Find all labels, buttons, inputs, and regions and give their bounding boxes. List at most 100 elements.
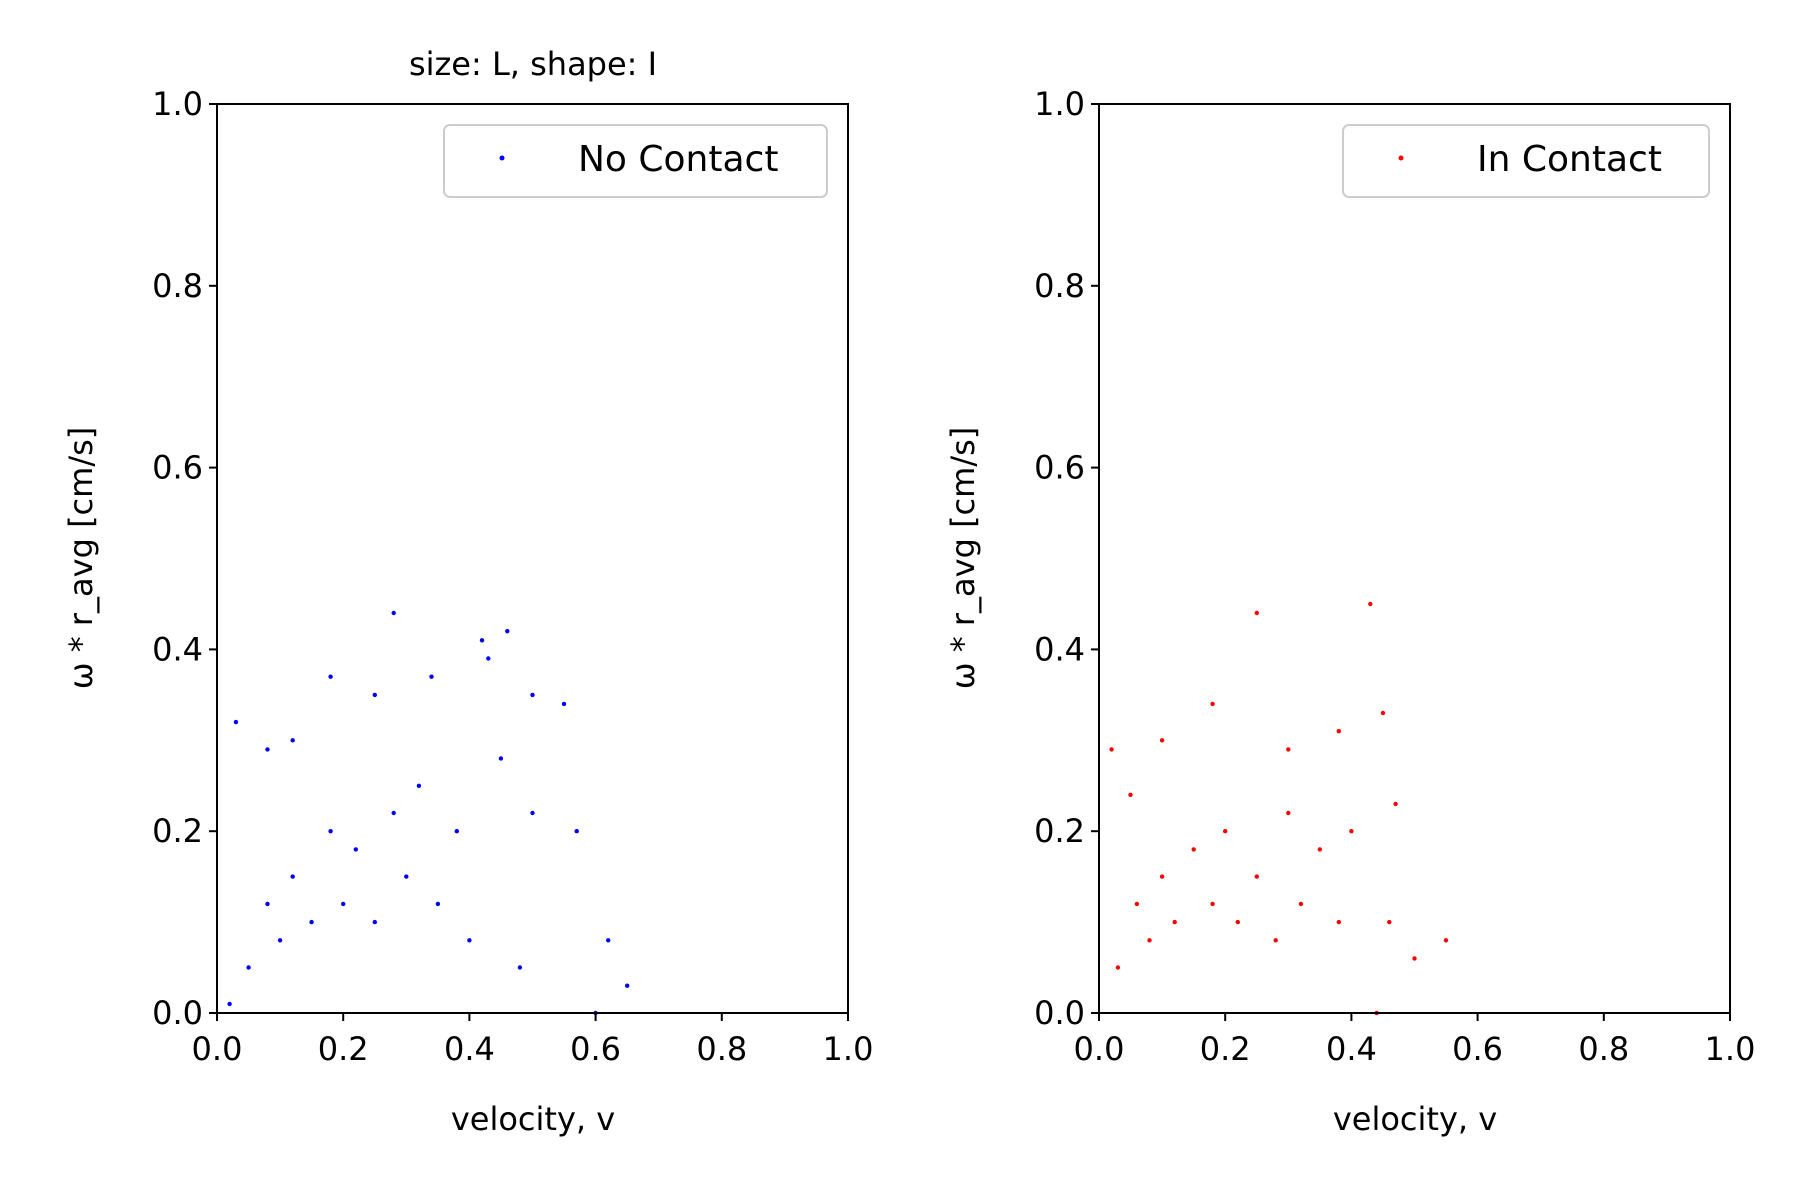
data-point xyxy=(290,874,295,879)
y-tick-label: 0.8 xyxy=(152,267,203,305)
data-point xyxy=(1254,610,1260,616)
x-tick-label: 0.8 xyxy=(1578,1030,1629,1068)
left-y-axis-label: ω * r_avg [cm/s] xyxy=(62,427,100,690)
data-point xyxy=(1223,829,1228,834)
x-tick-label: 0.2 xyxy=(1200,1030,1251,1068)
left-legend-label: No Contact xyxy=(578,139,778,180)
data-point xyxy=(1210,901,1215,907)
data-point xyxy=(328,829,333,834)
left-legend-box xyxy=(443,124,828,198)
data-point xyxy=(227,1001,232,1007)
data-point xyxy=(530,692,535,698)
data-point xyxy=(429,674,434,679)
right-legend-box xyxy=(1342,124,1710,198)
data-point xyxy=(435,901,441,907)
y-tick-label: 0.0 xyxy=(152,994,203,1032)
left-legend: No Contact xyxy=(443,124,828,198)
right-legend-marker xyxy=(1398,155,1404,161)
y-tick-label: 0.6 xyxy=(152,449,203,487)
data-point xyxy=(341,901,346,907)
right-x-axis-label: velocity, v xyxy=(1333,1100,1497,1138)
data-point xyxy=(625,983,630,988)
y-tick-label: 1.0 xyxy=(1034,85,1085,123)
data-point xyxy=(246,965,251,970)
data-point xyxy=(561,701,567,707)
data-point xyxy=(309,919,314,925)
data-point xyxy=(1336,919,1342,925)
x-tick-label: 1.0 xyxy=(1705,1030,1756,1068)
data-point xyxy=(1254,874,1260,879)
data-point xyxy=(1336,729,1342,734)
data-point xyxy=(1235,919,1241,925)
data-point xyxy=(505,629,510,634)
data-point xyxy=(1317,847,1323,852)
data-point xyxy=(1128,792,1133,797)
data-point xyxy=(1380,710,1386,716)
data-point xyxy=(1286,747,1291,752)
y-tick-label: 1.0 xyxy=(152,85,203,123)
data-point xyxy=(486,656,491,661)
right-axes-frame xyxy=(1098,103,1731,1014)
data-point xyxy=(353,847,358,852)
data-point xyxy=(404,874,409,879)
data-point xyxy=(1273,938,1278,943)
x-tick-label: 0.0 xyxy=(1074,1030,1125,1068)
data-point xyxy=(1172,919,1177,925)
x-tick-label: 0.4 xyxy=(444,1030,495,1068)
data-point xyxy=(467,938,472,943)
data-point xyxy=(574,829,579,834)
data-point xyxy=(1134,901,1140,907)
right-points-layer xyxy=(1109,601,1449,1016)
left-axes-frame xyxy=(216,103,849,1014)
right-ticks-layer: 0.0 0.2 0.4 0.6 0.8 1.0 0.0 0.2 0.4 0.6 0.8 1.0 xyxy=(1034,85,1755,1068)
data-point xyxy=(1109,747,1114,752)
x-tick-label: 1.0 xyxy=(823,1030,874,1068)
data-point xyxy=(265,901,270,907)
data-point xyxy=(530,810,535,816)
y-tick-label: 0.0 xyxy=(1034,994,1085,1032)
left-points-layer xyxy=(227,610,630,1016)
right-panel: 0.0 0.2 0.4 0.6 0.8 1.0 0.0 0.2 0.4 0.6 0.8 1.0 vel… xyxy=(944,85,1755,1138)
left-ticks-layer: 0.0 0.2 0.4 0.6 0.8 1.0 0.0 0.2 0.4 0.6 0.8 1.0 xyxy=(152,85,873,1068)
x-tick-label: 0.8 xyxy=(696,1030,747,1068)
data-point xyxy=(1443,938,1449,943)
x-tick-label: 0.6 xyxy=(1452,1030,1503,1068)
x-tick-label: 0.2 xyxy=(318,1030,369,1068)
x-tick-label: 0.4 xyxy=(1326,1030,1377,1068)
data-point xyxy=(517,965,523,970)
data-point xyxy=(1368,601,1373,607)
data-point xyxy=(1393,801,1398,807)
data-point xyxy=(1159,738,1165,743)
right-y-axis-label: ω * r_avg [cm/s] xyxy=(944,427,982,690)
data-point xyxy=(328,674,333,679)
y-tick-label: 0.2 xyxy=(1034,812,1085,850)
right-legend: In Contact xyxy=(1342,124,1710,198)
data-point xyxy=(1387,919,1392,925)
y-tick-label: 0.6 xyxy=(1034,449,1085,487)
data-point xyxy=(498,756,504,761)
left-legend-marker xyxy=(499,155,505,161)
left-panel: size: L, shape: I 0.0 0.2 0.4 0.6 0.8 1.00.00… xyxy=(62,45,873,1138)
data-point xyxy=(1298,901,1304,907)
x-tick-label: 0.6 xyxy=(570,1030,621,1068)
data-point xyxy=(1349,829,1354,834)
y-tick-label: 0.2 xyxy=(152,812,203,850)
data-point xyxy=(1159,874,1165,879)
data-point xyxy=(1286,810,1291,816)
y-tick-label: 0.4 xyxy=(152,630,203,668)
data-point xyxy=(372,692,377,698)
data-point xyxy=(416,783,422,788)
data-point xyxy=(479,638,485,643)
data-point xyxy=(233,719,239,725)
data-point xyxy=(1147,938,1152,943)
data-point xyxy=(391,810,396,816)
data-point xyxy=(454,829,459,834)
data-point xyxy=(1412,956,1417,961)
data-point xyxy=(372,919,377,925)
data-point xyxy=(290,738,295,743)
left-panel-title: size: L, shape: I xyxy=(409,45,657,83)
data-point xyxy=(1115,965,1121,970)
y-tick-label: 0.4 xyxy=(1034,630,1085,668)
